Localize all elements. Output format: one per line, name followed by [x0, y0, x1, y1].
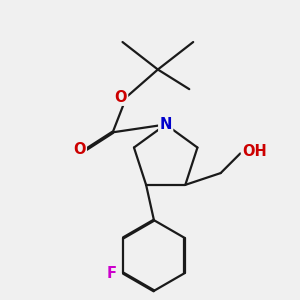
Text: F: F	[106, 266, 117, 281]
Text: O: O	[73, 142, 86, 158]
Text: O: O	[114, 89, 127, 104]
Text: N: N	[160, 117, 172, 132]
Text: OH: OH	[242, 144, 267, 159]
